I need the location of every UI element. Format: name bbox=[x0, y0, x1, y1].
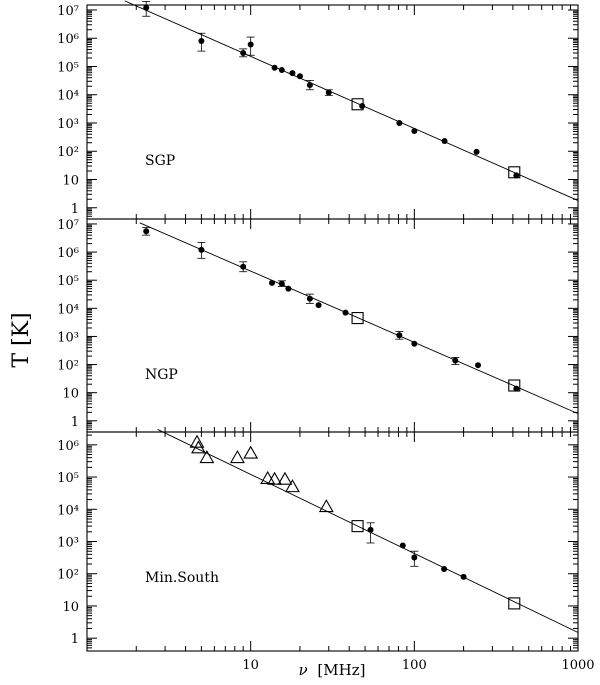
data-point-triangle bbox=[243, 445, 259, 459]
data-point bbox=[460, 573, 467, 580]
data-point bbox=[143, 228, 150, 235]
data-point bbox=[367, 526, 374, 533]
y-tick-label: 10⁴ bbox=[57, 302, 79, 317]
y-tick-label: 10⁶ bbox=[57, 246, 79, 261]
y-tick-label: 10⁴ bbox=[57, 89, 79, 104]
data-point bbox=[411, 554, 418, 561]
data-point bbox=[271, 64, 278, 71]
data-point bbox=[441, 138, 448, 145]
y-tick-label: 10⁷ bbox=[57, 218, 79, 233]
panel-label: Min.South bbox=[145, 570, 219, 586]
data-point bbox=[306, 82, 313, 89]
data-point bbox=[289, 70, 296, 77]
data-point bbox=[296, 73, 303, 80]
panel-label: SGP bbox=[145, 153, 175, 169]
data-point bbox=[441, 566, 448, 573]
y-tick-label: 10⁷ bbox=[57, 4, 79, 19]
data-point bbox=[240, 50, 247, 57]
data-point-triangle bbox=[277, 471, 293, 485]
data-point bbox=[198, 246, 205, 253]
data-point bbox=[359, 102, 366, 109]
data-point bbox=[240, 263, 247, 270]
y-tick-label: 1 bbox=[71, 632, 79, 647]
x-tick-label: 100 bbox=[402, 658, 427, 673]
data-point bbox=[198, 37, 205, 44]
x-axis-symbol: ν bbox=[299, 661, 308, 679]
y-tick-label: 10⁶ bbox=[57, 32, 79, 47]
y-tick-label: 10⁶ bbox=[57, 439, 79, 454]
data-point bbox=[452, 357, 459, 364]
y-tick-label: 1 bbox=[71, 415, 79, 430]
y-tick-label: 10 bbox=[62, 174, 79, 189]
y-tick-label: 10³ bbox=[57, 330, 79, 345]
data-point bbox=[411, 340, 418, 347]
data-point bbox=[268, 279, 275, 286]
data-point-square bbox=[508, 166, 521, 179]
data-point bbox=[325, 89, 332, 96]
x-axis-label: ν [MHz] bbox=[299, 661, 366, 679]
data-point-triangle bbox=[199, 450, 215, 464]
plot-frame-ngp bbox=[86, 218, 579, 433]
data-point bbox=[278, 67, 285, 74]
data-point-square bbox=[351, 98, 364, 111]
fit-line bbox=[124, 0, 579, 201]
data-point bbox=[285, 285, 292, 292]
data-point bbox=[247, 41, 254, 48]
data-point-triangle bbox=[260, 470, 276, 484]
y-tick-label: 10³ bbox=[57, 536, 79, 551]
fit-line bbox=[139, 222, 579, 415]
x-tick-label: 10 bbox=[242, 658, 259, 673]
panel-ngp: 1 10 10² 10³ 10⁴ 10⁵ 10⁶ 10⁷ NGP bbox=[57, 218, 579, 433]
y-tick-label: 1 bbox=[71, 202, 79, 217]
y-tick-label: 10⁵ bbox=[57, 471, 79, 486]
y-tick-label: 10 bbox=[62, 387, 79, 402]
y-axis-label: T [K] bbox=[9, 312, 34, 367]
data-point-square bbox=[351, 312, 364, 325]
data-point-triangle bbox=[229, 450, 245, 464]
y-tick-label: 10⁴ bbox=[57, 503, 79, 518]
data-point bbox=[513, 172, 520, 179]
data-point bbox=[473, 148, 480, 155]
plot-frame-sgp bbox=[86, 4, 579, 220]
data-point-triangle bbox=[189, 434, 205, 448]
data-point bbox=[411, 128, 418, 135]
panel-sgp: 1 10 10² 10³ 10⁴ 10⁵ 10⁶ 10⁷ SGP bbox=[57, 0, 579, 220]
y-tick-label: 10⁵ bbox=[57, 274, 79, 289]
data-point bbox=[315, 302, 322, 309]
data-point bbox=[513, 385, 520, 392]
y-tick-label: 10² bbox=[57, 145, 79, 160]
data-point bbox=[399, 542, 406, 549]
data-point bbox=[143, 4, 150, 11]
data-point bbox=[396, 119, 403, 126]
y-tick-label: 10² bbox=[57, 568, 79, 583]
data-point-square bbox=[508, 597, 521, 610]
plot-frame-min-south bbox=[86, 431, 579, 652]
x-axis-unit: [MHz] bbox=[317, 661, 365, 679]
y-tick-label: 10⁵ bbox=[57, 60, 79, 75]
data-point-triangle bbox=[191, 440, 206, 454]
panel-label: NGP bbox=[145, 367, 178, 383]
data-point-triangle bbox=[284, 479, 300, 493]
data-point bbox=[396, 332, 403, 339]
data-point bbox=[306, 295, 313, 302]
data-point-triangle bbox=[318, 499, 334, 513]
x-tick-label: 1000 bbox=[561, 658, 594, 673]
data-point-square bbox=[508, 379, 521, 392]
y-tick-label: 10 bbox=[62, 600, 79, 615]
y-tick-label: 10² bbox=[57, 359, 79, 374]
data-point bbox=[278, 280, 285, 287]
data-point bbox=[475, 362, 482, 369]
data-point-triangle bbox=[267, 471, 283, 485]
panel-min-south: 1 10 10² 10³ 10⁴ 10⁵ 10⁶ 10 100 1000 Min.South bbox=[57, 429, 595, 673]
y-tick-label: 10³ bbox=[57, 117, 79, 132]
data-point-square bbox=[351, 520, 364, 533]
data-point bbox=[342, 309, 349, 316]
